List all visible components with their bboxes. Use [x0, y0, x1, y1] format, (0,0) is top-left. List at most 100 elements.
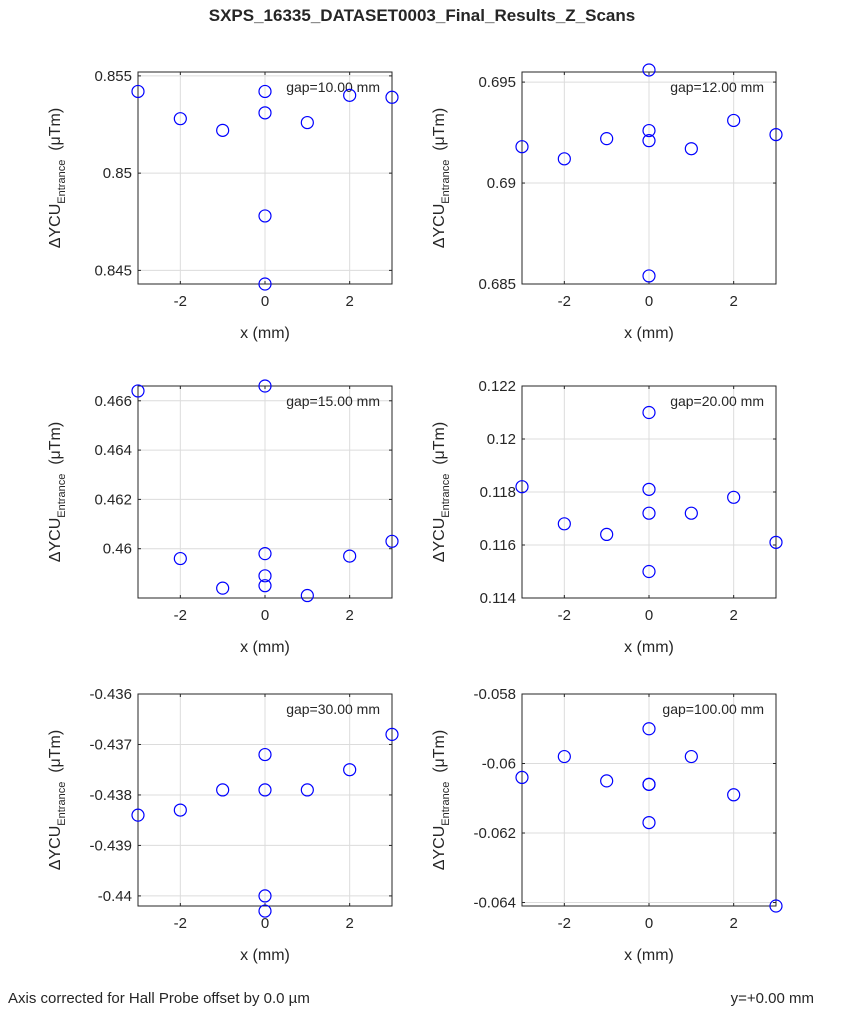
data-point: [727, 490, 741, 504]
x-tick-label: 2: [729, 915, 737, 932]
data-point: [258, 569, 272, 583]
data-point: [131, 808, 145, 822]
y-tick-label: 0.685: [478, 276, 516, 293]
data-point: [300, 115, 314, 130]
data-point: [769, 127, 783, 142]
data-point: [642, 134, 656, 148]
data-point: [642, 269, 656, 283]
y-axis-label-unit: (μTm): [47, 730, 64, 782]
data-point: [131, 384, 145, 398]
y-axis-label-unit: (μTm): [47, 422, 64, 474]
data-point: [769, 899, 783, 913]
data-point: [727, 113, 741, 128]
chart-grid: -2 0 2 0.845 0.85 0.855 gap=10.00 mm x (mm) ΔYCU…: [47, 63, 783, 964]
y-tick-label: -0.062: [473, 825, 516, 842]
data-point: [642, 815, 656, 830]
data-point: [684, 749, 698, 764]
data-point: [131, 84, 145, 99]
y-axis-label-main: ΔYCU: [47, 826, 64, 870]
y-axis-label: ΔYCUEntrance (μTm): [47, 730, 68, 870]
y-tick-label: 0.466: [94, 393, 132, 410]
y-tick-label: 0.85: [103, 165, 132, 182]
data-point: [216, 123, 230, 137]
data-point: [258, 379, 272, 393]
data-point: [258, 547, 272, 561]
footer-position: y=+0.00 mm: [730, 990, 814, 1007]
data-point: [642, 777, 656, 791]
data-point: [684, 506, 698, 520]
gap-annotation: gap=10.00 mm: [286, 79, 380, 95]
chart-panel-6: -2 0 2 -0.064 -0.062 -0.06 -0.058 gap=100.00 mm…: [431, 686, 783, 964]
y-tick-label: -0.44: [98, 888, 132, 905]
data-point: [557, 517, 571, 531]
data-point: [343, 88, 357, 102]
data-point: [642, 405, 656, 420]
axes-frame: [137, 71, 393, 285]
x-tick-label: 0: [645, 293, 653, 310]
data-point: [173, 803, 187, 817]
data-point: [642, 722, 656, 736]
axes-frame: [137, 385, 393, 599]
y-tick-label: 0.12: [487, 431, 516, 448]
x-tick-label: -2: [558, 607, 571, 624]
x-axis-label: x (mm): [624, 639, 674, 656]
data-point: [258, 277, 272, 291]
gap-annotation: gap=20.00 mm: [670, 393, 764, 409]
y-axis-label-subscript: Entrance: [440, 474, 452, 518]
y-tick-label: 0.855: [94, 68, 132, 85]
y-axis-label-subscript: Entrance: [440, 782, 452, 826]
y-tick-label: 0.122: [478, 378, 516, 395]
y-axis-label-subscript: Entrance: [56, 474, 68, 518]
y-tick-label: -0.437: [89, 736, 132, 753]
x-tick-label: -2: [558, 915, 571, 932]
gap-annotation: gap=12.00 mm: [670, 79, 764, 95]
data-point: [600, 527, 614, 542]
data-point: [385, 727, 399, 741]
x-tick-label: 2: [729, 607, 737, 624]
page-title: SXPS_16335_DATASET0003_Final_Results_Z_S…: [208, 6, 636, 25]
x-axis-label: x (mm): [624, 325, 674, 342]
data-point: [557, 749, 571, 764]
x-tick-label: -2: [174, 293, 187, 310]
x-tick-label: 0: [261, 607, 269, 624]
data-point: [642, 123, 656, 138]
y-axis-label-main: ΔYCU: [47, 204, 64, 248]
data-point: [515, 770, 529, 785]
y-tick-label: -0.064: [473, 895, 516, 912]
data-point: [684, 142, 698, 156]
chart-panel-3: -2 0 2 0.46 0.462 0.464 0.466 gap=15.00 mm x (mm…: [47, 379, 399, 656]
y-tick-label: 0.69: [487, 175, 516, 192]
data-point: [300, 783, 314, 797]
y-tick-label: 0.46: [103, 541, 132, 558]
x-axis-label: x (mm): [240, 947, 290, 964]
data-point: [300, 588, 314, 603]
axes-frame: [137, 693, 393, 907]
data-point: [173, 112, 187, 126]
x-tick-label: 0: [261, 915, 269, 932]
chart-panel-2: -2 0 2 0.685 0.69 0.695 gap=12.00 mm x (mm) ΔYCU…: [431, 63, 783, 342]
y-axis-label: ΔYCUEntrance (μTm): [431, 108, 452, 248]
y-axis-label-main: ΔYCU: [431, 204, 448, 248]
chart-panel-5: -2 0 2 -0.44 -0.439 -0.438 -0.437 -0.436 gap=30.…: [47, 686, 399, 964]
y-tick-label: 0.118: [480, 484, 516, 501]
axes-frame: [521, 693, 777, 907]
data-point: [727, 788, 741, 802]
x-tick-label: 2: [345, 293, 353, 310]
gap-annotation: gap=15.00 mm: [286, 393, 380, 409]
axes-frame: [521, 71, 777, 285]
data-point: [385, 534, 399, 548]
y-axis-label: ΔYCUEntrance (μTm): [47, 108, 68, 248]
x-tick-label: 0: [261, 293, 269, 310]
x-axis-label: x (mm): [240, 325, 290, 342]
x-tick-label: -2: [558, 293, 571, 310]
data-point: [769, 535, 783, 549]
y-axis-label: ΔYCUEntrance (μTm): [47, 422, 68, 562]
data-point: [515, 480, 529, 494]
data-point: [642, 564, 656, 579]
data-point: [258, 579, 272, 593]
x-tick-label: 0: [645, 915, 653, 932]
data-point: [216, 581, 230, 595]
y-tick-label: 0.464: [94, 442, 132, 459]
y-axis-label-subscript: Entrance: [440, 160, 452, 204]
data-point: [258, 106, 272, 120]
